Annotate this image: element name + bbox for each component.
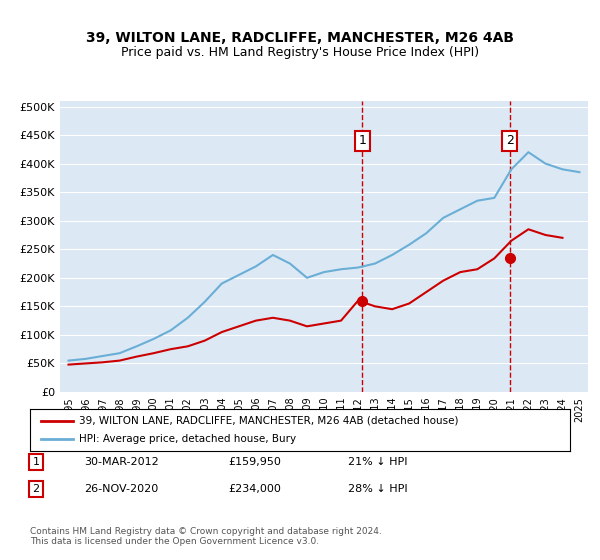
Text: 2: 2 — [506, 134, 514, 147]
Text: 21% ↓ HPI: 21% ↓ HPI — [348, 457, 407, 467]
Text: 1: 1 — [358, 134, 366, 147]
Text: 26-NOV-2020: 26-NOV-2020 — [84, 484, 158, 494]
Text: Contains HM Land Registry data © Crown copyright and database right 2024.
This d: Contains HM Land Registry data © Crown c… — [30, 526, 382, 546]
Text: 39, WILTON LANE, RADCLIFFE, MANCHESTER, M26 4AB (detached house): 39, WILTON LANE, RADCLIFFE, MANCHESTER, … — [79, 416, 458, 426]
Text: 1: 1 — [32, 457, 40, 467]
Text: 2: 2 — [32, 484, 40, 494]
Text: HPI: Average price, detached house, Bury: HPI: Average price, detached house, Bury — [79, 434, 296, 444]
Text: 39, WILTON LANE, RADCLIFFE, MANCHESTER, M26 4AB: 39, WILTON LANE, RADCLIFFE, MANCHESTER, … — [86, 31, 514, 45]
Text: Price paid vs. HM Land Registry's House Price Index (HPI): Price paid vs. HM Land Registry's House … — [121, 46, 479, 59]
Text: 28% ↓ HPI: 28% ↓ HPI — [348, 484, 407, 494]
Text: 30-MAR-2012: 30-MAR-2012 — [84, 457, 159, 467]
Text: £234,000: £234,000 — [228, 484, 281, 494]
Text: £159,950: £159,950 — [228, 457, 281, 467]
